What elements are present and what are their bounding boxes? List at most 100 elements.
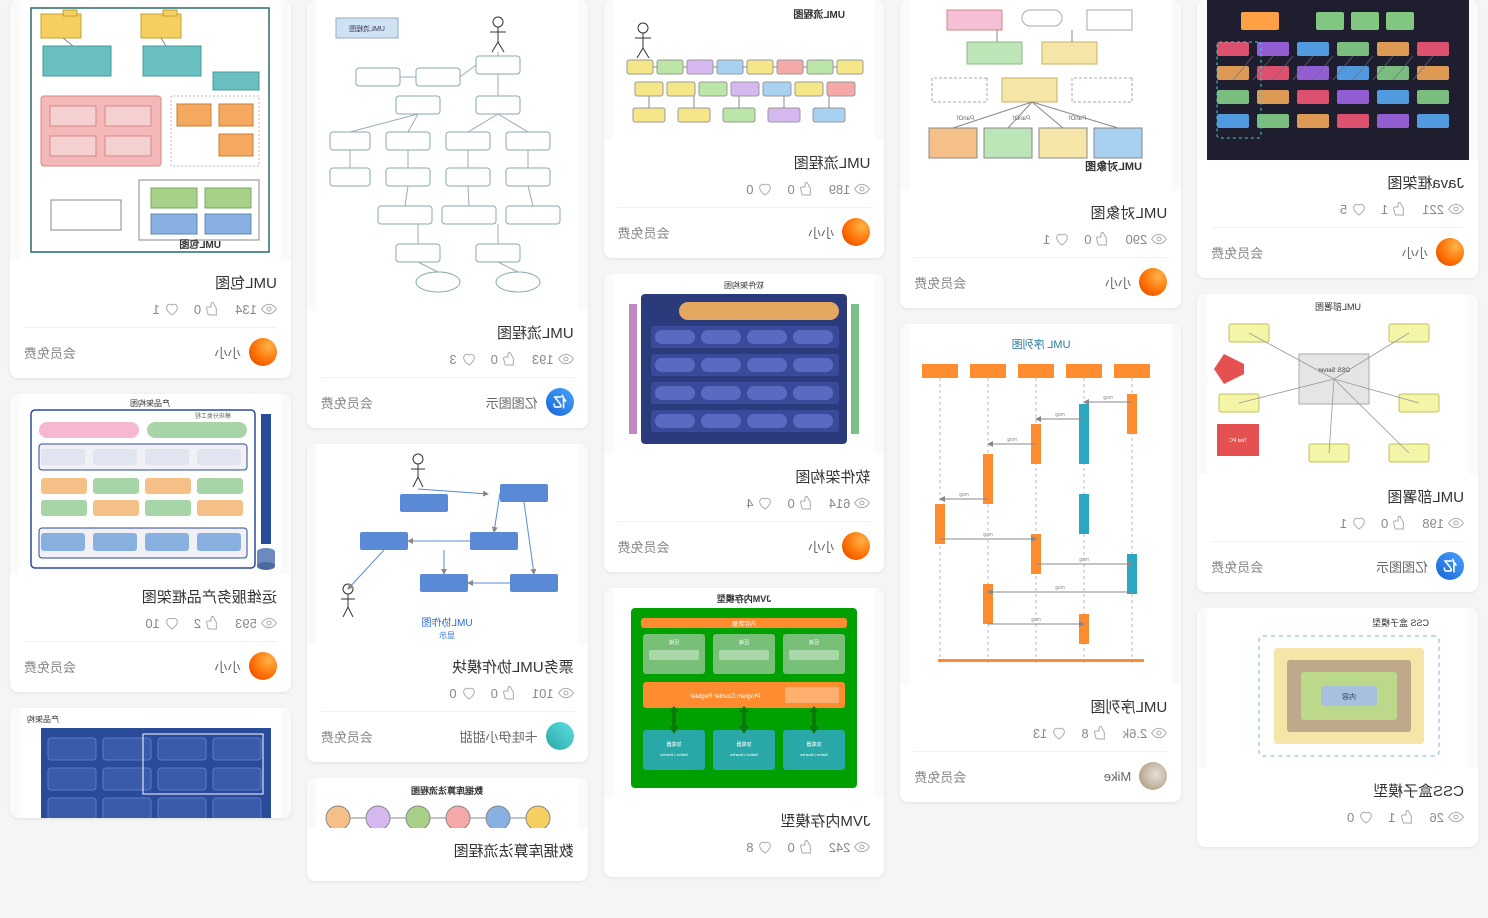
card-thumbnail[interactable]: UML协作图显示 <box>307 444 588 644</box>
svg-text:显示: 显示 <box>439 631 455 640</box>
card-stats: 2.6k813 <box>914 725 1167 741</box>
svg-text:软件架构图: 软件架构图 <box>724 280 764 290</box>
card-thumbnail[interactable]: UML流程图 <box>307 0 588 310</box>
card-author[interactable]: 小小 <box>215 338 277 366</box>
grid-column: Java框架图22115小小会员免费UML部署图OSS ServerTest P… <box>1197 0 1478 881</box>
author-name: 小小 <box>808 223 834 242</box>
template-card[interactable]: 产品架构 <box>10 708 291 818</box>
free-badge: 会员免费 <box>321 393 373 412</box>
hearts-stat: 1 <box>1340 515 1367 531</box>
card-thumbnail[interactable]: UML流程图 <box>604 0 885 140</box>
likes-stat: 0 <box>1381 515 1408 531</box>
author-name: 亿图图示 <box>486 393 538 412</box>
card-author[interactable]: 小小 <box>1105 268 1167 296</box>
author-name: 小小 <box>215 343 241 362</box>
template-card[interactable]: 数据库算法流程图数据库算法流程图 <box>307 778 588 881</box>
views-stat: 290 <box>1126 231 1168 247</box>
template-card[interactable]: UML流程图 UML流程图 19303 亿图图示 会员免费 <box>307 0 588 428</box>
template-card[interactable]: UML部署图OSS ServerTest PCUML部署图19801亿图图示会员… <box>1197 294 1478 592</box>
hearts-stat: 0 <box>746 181 773 197</box>
svg-text:Native Libraries: Native Libraries <box>730 752 758 757</box>
card-thumbnail[interactable]: UML 序列图msgmsgmsgmsgmsgmsgmsgmsg <box>900 324 1181 684</box>
card-title: UML序列图 <box>914 696 1167 717</box>
svg-text:UML协作图: UML协作图 <box>422 616 473 629</box>
card-title: CSS盒子模型 <box>1211 780 1464 801</box>
card-thumbnail[interactable]: JVM内存模型内存数据区域区域区域Program Counter Registe… <box>604 588 885 798</box>
views-stat: 198 <box>1422 515 1464 531</box>
card-stats: 2610 <box>1211 809 1464 825</box>
template-card[interactable]: 软件架构图软件架构图61404小小会员免费 <box>604 274 885 572</box>
card-thumbnail[interactable]: 数据库算法流程图 <box>307 778 588 828</box>
svg-text:UML流程图: UML流程图 <box>793 8 845 21</box>
svg-text:产品架构图: 产品架构图 <box>130 398 170 408</box>
svg-text:msg: msg <box>983 532 993 538</box>
template-card[interactable]: JVM内存模型内存数据区域区域区域Program Counter Registe… <box>604 588 885 877</box>
likes-stat: 0 <box>194 301 221 317</box>
card-thumbnail[interactable]: 软件架构图 <box>604 274 885 454</box>
card-author[interactable]: 小小 <box>215 652 277 680</box>
card-author[interactable]: 卡哇伊小甜甜 <box>460 722 574 750</box>
author-name: 小小 <box>1402 243 1428 262</box>
template-card[interactable]: CSS 盒子模型内容 CSS盒子模型 2610 <box>1197 608 1478 847</box>
card-thumbnail[interactable]: CSS 盒子模型内容 <box>1197 608 1478 768</box>
likes-stat: 0 <box>787 181 814 197</box>
card-title: JVM内存模型 <box>618 810 871 831</box>
card-thumbnail[interactable] <box>1197 0 1478 160</box>
views-stat: 2.6k <box>1123 725 1168 741</box>
likes-stat: 0 <box>491 351 518 367</box>
template-card[interactable]: UML包图UML包图13401小小会员免费 <box>10 0 291 378</box>
likes-stat: 0 <box>491 685 518 701</box>
card-title: UML流程图 <box>321 322 574 343</box>
views-stat: 242 <box>829 839 871 855</box>
template-card[interactable]: UML 序列图msgmsgmsgmsgmsgmsgmsgmsgUML序列图2.6… <box>900 324 1181 802</box>
free-badge: 会员免费 <box>618 223 670 242</box>
template-card[interactable]: 产品架构图模块分类工程运维服务产品框架图593210小小会员免费 <box>10 394 291 692</box>
svg-text:Test PC: Test PC <box>1228 438 1246 444</box>
card-thumbnail[interactable]: UML部署图OSS ServerTest PC <box>1197 294 1478 474</box>
card-stats: 593210 <box>24 615 277 631</box>
avatar <box>249 338 277 366</box>
card-thumbnail[interactable]: UML包图 <box>10 0 291 260</box>
avatar <box>1139 268 1167 296</box>
card-author[interactable]: 亿图图示 <box>1376 552 1464 580</box>
card-author[interactable]: 小小 <box>1402 238 1464 266</box>
svg-text:PanOf: PanOf <box>956 116 973 122</box>
card-stats: 19303 <box>321 351 574 367</box>
template-card[interactable]: Java框架图22115小小会员免费 <box>1197 0 1478 278</box>
hearts-stat: 4 <box>746 495 773 511</box>
svg-text:Native Libraries: Native Libraries <box>660 752 688 757</box>
svg-text:内存数据: 内存数据 <box>732 620 756 628</box>
grid-column: UML流程图UML流程图18900小小会员免费软件架构图软件架构图61404小小… <box>604 0 885 881</box>
card-author[interactable]: 小小 <box>808 532 870 560</box>
card-thumbnail[interactable]: 产品架构 <box>10 708 291 818</box>
svg-text:产品架构: 产品架构 <box>27 714 59 724</box>
svg-text:msg: msg <box>1103 395 1113 401</box>
author-name: Mike <box>1104 769 1131 784</box>
svg-text:模块分类工程: 模块分类工程 <box>195 412 231 420</box>
free-badge: 会员免费 <box>321 727 373 746</box>
template-card[interactable]: UML协作图显示票务UML协作模块10100卡哇伊小甜甜会员免费 <box>307 444 588 762</box>
author-name: 小小 <box>808 537 834 556</box>
avatar <box>842 218 870 246</box>
avatar <box>546 388 574 416</box>
card-author[interactable]: Mike <box>1104 762 1167 790</box>
card-author[interactable]: 亿图图示 <box>486 388 574 416</box>
svg-text:msg: msg <box>1079 557 1089 563</box>
template-card[interactable]: UML对象图PanOfPanOfPanOfUML对象图29001小小会员免费 <box>900 0 1181 308</box>
likes-stat: 2 <box>194 615 221 631</box>
avatar <box>249 652 277 680</box>
svg-text:Native Libraries: Native Libraries <box>800 752 828 757</box>
card-thumbnail[interactable]: 产品架构图模块分类工程 <box>10 394 291 574</box>
card-author[interactable]: 小小 <box>808 218 870 246</box>
card-title: UML包图 <box>24 272 277 293</box>
views-stat: 134 <box>235 301 277 317</box>
card-thumbnail[interactable]: UML对象图PanOfPanOfPanOf <box>900 0 1181 190</box>
card-title: UML流程图 <box>618 152 871 173</box>
grid-column: UML包图UML包图13401小小会员免费产品架构图模块分类工程运维服务产品框架… <box>10 0 291 881</box>
svg-text:区域: 区域 <box>809 639 819 646</box>
svg-text:msg: msg <box>1031 617 1041 623</box>
avatar <box>1139 762 1167 790</box>
svg-text:PanOf: PanOf <box>1012 116 1029 122</box>
card-stats: 29001 <box>914 231 1167 247</box>
template-card[interactable]: UML流程图UML流程图18900小小会员免费 <box>604 0 885 258</box>
